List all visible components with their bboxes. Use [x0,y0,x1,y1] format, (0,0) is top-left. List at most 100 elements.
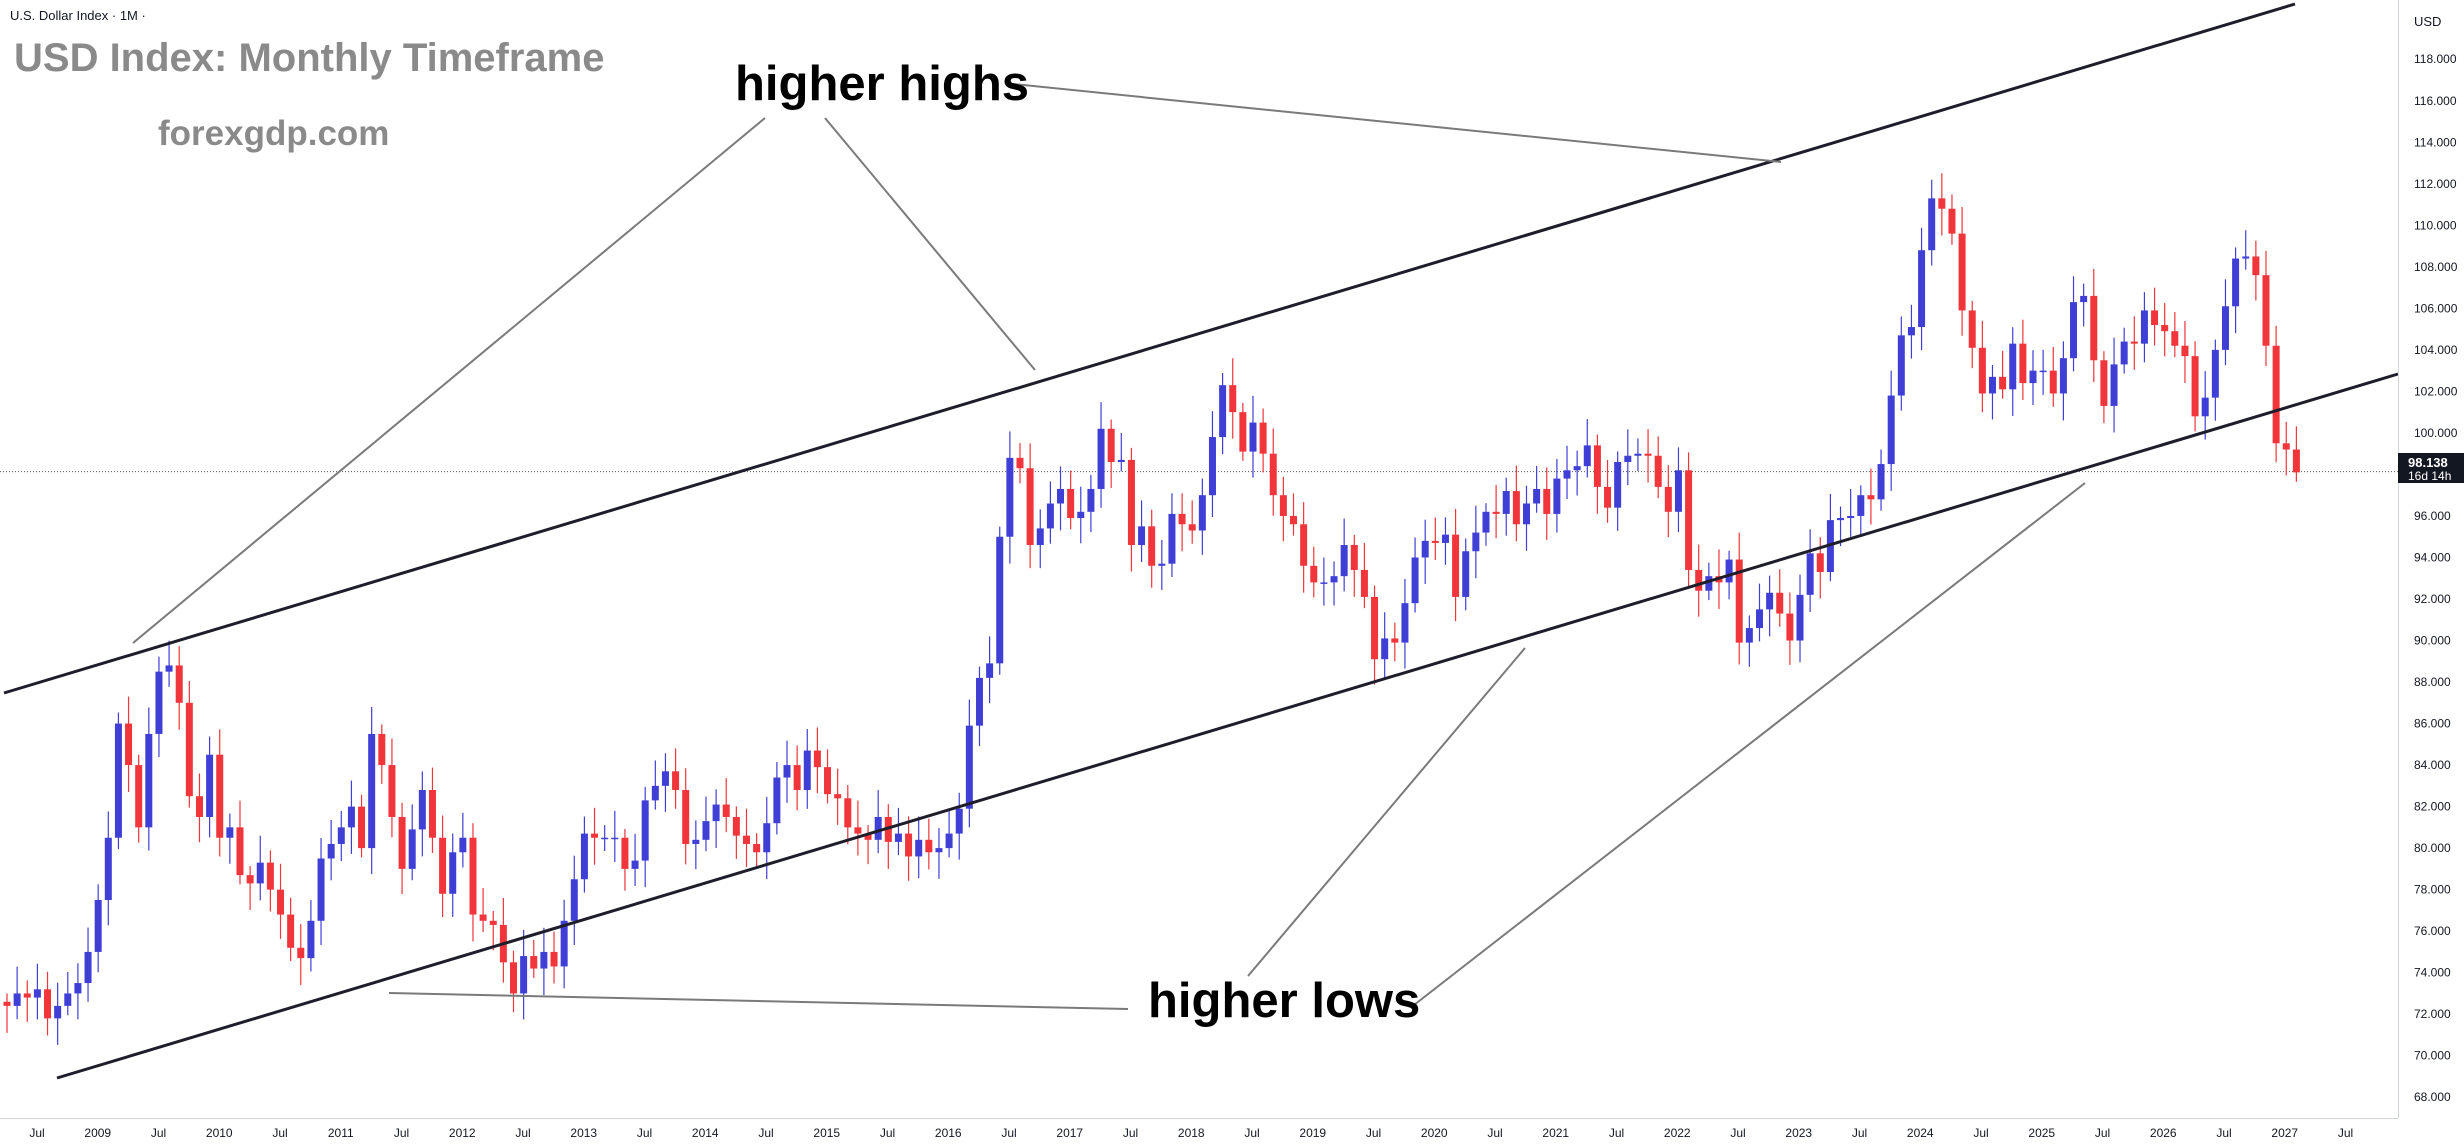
pointer-high-2016[interactable] [824,117,1036,371]
candle-bullish[interactable] [1441,534,1449,543]
candle-bearish[interactable] [2292,449,2300,473]
candle-bullish[interactable] [33,989,41,998]
candle-bullish[interactable] [1573,466,1581,471]
candle-bullish[interactable] [1766,592,1774,610]
candle-bullish[interactable] [1249,422,1257,452]
candle-bullish[interactable] [1421,540,1429,558]
candle-bullish[interactable] [1097,428,1105,489]
candle-bullish[interactable] [1847,515,1855,519]
candle-bullish[interactable] [692,839,700,844]
candle-bearish[interactable] [469,837,477,915]
candle-bearish[interactable] [2100,360,2108,406]
candle-bullish[interactable] [1674,470,1682,512]
candle-bullish[interactable] [1725,559,1733,583]
price-axis[interactable] [2398,0,2464,1118]
candle-bearish[interactable] [1948,208,1956,234]
candle-bearish[interactable] [1016,457,1024,469]
candle-bullish[interactable] [1006,457,1014,537]
candle-bullish[interactable] [2232,258,2240,307]
candle-bullish[interactable] [165,665,173,672]
candle-bearish[interactable] [732,816,740,836]
candle-bullish[interactable] [226,827,234,838]
candle-bullish[interactable] [1907,327,1915,336]
candle-bullish[interactable] [256,862,264,884]
candle-bearish[interactable] [1664,486,1672,512]
candle-bullish[interactable] [1502,491,1510,514]
candle-bullish[interactable] [74,983,82,994]
candle-bearish[interactable] [510,962,517,994]
candle-bearish[interactable] [297,947,305,959]
candle-bearish[interactable] [1512,491,1520,525]
candle-bullish[interactable] [1583,445,1591,467]
candle-bullish[interactable] [1634,453,1642,456]
candle-bearish[interactable] [1290,515,1298,525]
candle-bearish[interactable] [1279,495,1287,516]
candle-bullish[interactable] [54,1005,62,1019]
candle-bearish[interactable] [530,956,538,969]
candle-bullish[interactable] [1340,545,1348,577]
symbol-label[interactable]: U.S. Dollar Index · 1M · [10,8,146,23]
candle-bearish[interactable] [44,989,52,1019]
candle-bullish[interactable] [601,837,609,840]
candle-bullish[interactable] [631,860,639,869]
pointer-high-2022[interactable] [1012,83,1782,163]
candle-bullish[interactable] [418,789,426,830]
candle-bullish[interactable] [13,993,21,1006]
candle-bullish[interactable] [1381,638,1389,660]
candle-bullish[interactable] [307,920,315,959]
candle-bearish[interactable] [1999,376,2007,390]
candle-bearish[interactable] [854,827,862,834]
candle-bullish[interactable] [2201,397,2209,417]
candle-bullish[interactable] [803,750,811,790]
candle-bullish[interactable] [2140,310,2148,344]
candle-bearish[interactable] [672,771,680,790]
candle-bearish[interactable] [2272,345,2280,444]
candle-bullish[interactable] [1462,551,1470,597]
candle-bearish[interactable] [550,951,558,967]
candle-bearish[interactable] [489,920,497,925]
candle-bullish[interactable] [1928,198,1936,251]
candle-bullish[interactable] [1877,464,1885,500]
candle-bearish[interactable] [742,835,750,844]
candle-bullish[interactable] [611,837,619,840]
candle-bullish[interactable] [1745,628,1753,643]
candle-bearish[interactable] [824,767,832,795]
candle-bearish[interactable] [793,765,801,790]
candle-bullish[interactable] [1887,395,1895,465]
candle-bullish[interactable] [347,806,355,828]
candle-bullish[interactable] [1755,609,1763,629]
candle-bearish[interactable] [1593,445,1601,487]
candle-bullish[interactable] [408,829,416,869]
candle-bearish[interactable] [2171,331,2179,346]
candle-bearish[interactable] [23,993,31,998]
candle-bullish[interactable] [783,765,791,778]
candle-bearish[interactable] [2191,356,2199,417]
candle-bullish[interactable] [1138,526,1146,546]
candle-bearish[interactable] [1148,526,1156,566]
candle-bearish[interactable] [1685,470,1693,570]
candle-bullish[interactable] [145,733,153,828]
candle-bearish[interactable] [2151,310,2159,325]
candle-bearish[interactable] [1350,545,1358,570]
candle-bearish[interactable] [3,1001,11,1006]
candle-bullish[interactable] [337,827,345,844]
candle-bearish[interactable] [1127,459,1135,546]
candle-bullish[interactable] [520,956,528,994]
candle-bearish[interactable] [1978,347,1986,394]
candle-bearish[interactable] [621,837,629,869]
candle-bearish[interactable] [1229,385,1237,413]
candle-bullish[interactable] [1533,488,1541,504]
candle-bullish[interactable] [449,852,457,894]
candle-bearish[interactable] [1300,524,1308,566]
candle-bullish[interactable] [1472,532,1480,552]
candle-bullish[interactable] [155,671,163,734]
candle-bearish[interactable] [266,862,274,890]
candle-bearish[interactable] [287,914,295,948]
candle-bullish[interactable] [1796,594,1804,641]
candle-bearish[interactable] [722,804,730,817]
candle-bullish[interactable] [2120,341,2128,365]
candle-bullish[interactable] [773,777,781,824]
candle-bullish[interactable] [1208,437,1216,496]
candle-bullish[interactable] [1057,488,1065,504]
